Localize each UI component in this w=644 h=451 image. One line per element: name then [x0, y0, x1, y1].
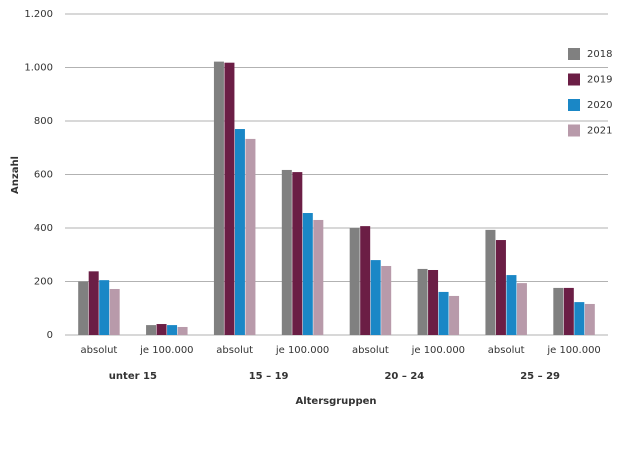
- bar: [370, 260, 381, 335]
- bar: [78, 281, 89, 335]
- x-tick-label: absolut: [488, 345, 525, 356]
- bar: [167, 325, 178, 335]
- bar: [156, 324, 167, 335]
- x-tick-label: je 100.000: [139, 345, 193, 356]
- x-tick-label: je 100.000: [546, 345, 600, 356]
- bar: [302, 213, 313, 335]
- group-label: 20 – 24: [384, 371, 424, 382]
- bar: [224, 62, 235, 336]
- bar: [516, 283, 527, 335]
- legend-swatch: [568, 73, 580, 86]
- legend-label: 2020: [587, 100, 612, 111]
- x-tick-label: je 100.000: [275, 345, 329, 356]
- y-tick-label: 0: [47, 330, 53, 341]
- bar: [360, 226, 371, 335]
- bar: [563, 287, 574, 335]
- bar: [99, 280, 110, 335]
- y-tick-label: 600: [34, 170, 53, 181]
- bar: [506, 275, 517, 335]
- bar: [292, 172, 303, 335]
- bar: [381, 265, 392, 335]
- bar: [449, 295, 460, 335]
- x-tick-label: absolut: [216, 345, 253, 356]
- bar: [584, 303, 595, 335]
- bar: [245, 138, 256, 335]
- y-tick-label: 800: [34, 116, 53, 127]
- y-tick-label: 1.000: [24, 63, 53, 74]
- x-axis-title: Altersgruppen: [295, 396, 376, 407]
- x-tick-label: absolut: [352, 345, 389, 356]
- bar: [177, 326, 188, 335]
- y-tick-label: 1.200: [24, 9, 53, 20]
- legend-label: 2019: [587, 75, 612, 86]
- y-axis-title: Anzahl: [10, 156, 21, 194]
- group-label: 15 – 19: [249, 371, 289, 382]
- bar: [495, 240, 506, 335]
- legend-label: 2018: [587, 49, 612, 60]
- legend-swatch: [568, 99, 580, 111]
- bar: [553, 287, 564, 335]
- legend-swatch: [568, 124, 580, 137]
- legend-swatch: [568, 48, 580, 60]
- legend-label: 2021: [587, 126, 612, 137]
- bar: [88, 271, 99, 335]
- bar: [417, 268, 428, 335]
- x-tick-label: je 100.000: [411, 345, 465, 356]
- bar: [281, 169, 292, 335]
- bar: [109, 288, 120, 335]
- group-label: 25 – 29: [520, 371, 560, 382]
- bar: [428, 269, 439, 335]
- group-label: unter 15: [109, 371, 157, 382]
- bar: [574, 302, 585, 335]
- bar: [349, 228, 360, 335]
- bar: [213, 61, 224, 336]
- y-tick-label: 200: [34, 277, 53, 288]
- y-tick-label: 400: [34, 223, 53, 234]
- bar: [146, 325, 157, 335]
- x-tick-label: absolut: [81, 345, 118, 356]
- bar: [313, 219, 324, 335]
- bar: [485, 229, 496, 335]
- bar: [438, 291, 449, 335]
- bar: [234, 129, 245, 335]
